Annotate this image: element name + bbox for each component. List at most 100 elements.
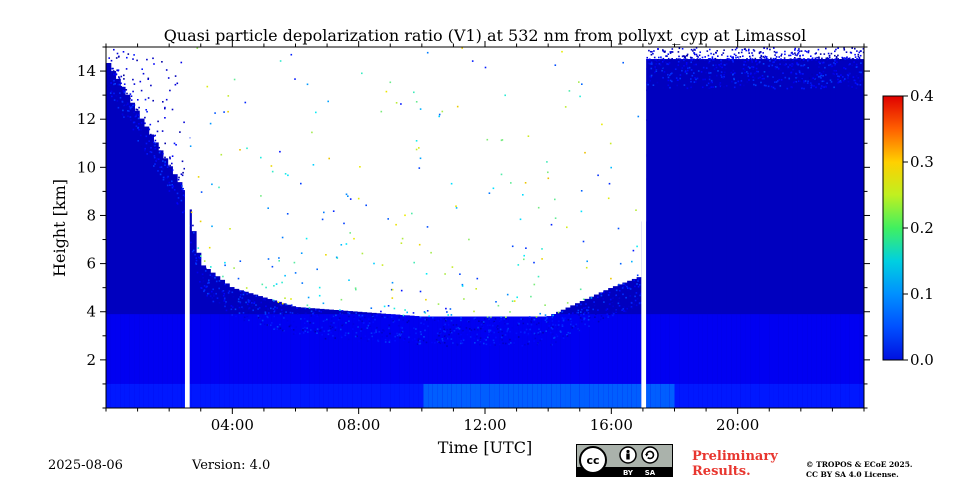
- surface-layer-cell: [167, 383, 173, 408]
- heatmap-speckle-point: [206, 294, 208, 297]
- heatmap-column: [783, 59, 789, 408]
- heatmap-column: [830, 59, 837, 408]
- heatmap-speckle-point: [402, 314, 405, 317]
- heatmap-column: [702, 59, 709, 408]
- heatmap-speckle-point: [223, 111, 225, 113]
- heatmap-speckle-point: [713, 68, 716, 70]
- heatmap-speckle-point: [152, 57, 154, 60]
- heatmap-speckle-point: [546, 161, 548, 163]
- heatmap-speckle-point: [855, 83, 858, 85]
- heatmap-speckle-point: [130, 106, 133, 108]
- heatmap-speckle-point: [845, 57, 848, 59]
- heatmap-speckle-point: [274, 306, 276, 308]
- boundary-layer-cell: [224, 314, 230, 408]
- heatmap-speckle-point: [340, 328, 342, 331]
- heatmap-speckle-point: [223, 299, 226, 301]
- heatmap-speckle-point: [691, 84, 693, 86]
- heatmap-speckle-point: [631, 283, 634, 285]
- heatmap-speckle-point: [651, 51, 653, 53]
- heatmap-speckle-point: [215, 292, 217, 295]
- heatmap-speckle-point: [437, 303, 440, 305]
- heatmap-speckle-point: [292, 333, 295, 335]
- heatmap-speckle-point: [828, 56, 831, 59]
- heatmap-speckle-point: [266, 324, 269, 326]
- heatmap-speckle-point: [398, 317, 400, 320]
- surface-layer-cell: [674, 383, 680, 408]
- heatmap-speckle-point: [740, 51, 743, 54]
- heatmap-speckle-point: [492, 324, 494, 327]
- heatmap-speckle-point: [147, 77, 150, 80]
- heatmap-speckle-point: [776, 66, 778, 69]
- heatmap-speckle-point: [715, 58, 717, 61]
- heatmap-speckle-point: [457, 333, 460, 335]
- surface-layer-cell: [797, 383, 804, 408]
- heatmap-speckle-point: [465, 332, 468, 335]
- surface-layer-cell: [816, 383, 822, 408]
- boundary-layer-cell: [541, 316, 548, 408]
- heatmap-speckle-point: [443, 335, 446, 338]
- boundary-layer-cell: [376, 314, 382, 408]
- heatmap-speckle-point: [634, 295, 636, 298]
- heatmap-speckle-point: [649, 58, 651, 61]
- heatmap-speckle-point: [349, 198, 352, 200]
- heatmap-speckle-point: [710, 79, 713, 82]
- heatmap-speckle-point: [255, 304, 257, 306]
- heatmap-speckle-point: [854, 47, 856, 50]
- heatmap-speckle-point: [115, 74, 117, 76]
- heatmap-speckle-point: [260, 321, 263, 324]
- heatmap-speckle-point: [754, 57, 757, 60]
- boundary-layer-cell: [764, 314, 770, 408]
- heatmap-speckle-point: [597, 174, 599, 177]
- heatmap-speckle-point: [153, 141, 155, 144]
- heatmap-speckle-point: [388, 327, 390, 330]
- surface-layer-cell: [546, 383, 552, 408]
- heatmap-speckle-point: [152, 144, 155, 147]
- heatmap-speckle-point: [169, 89, 171, 92]
- heatmap-speckle-point: [406, 311, 408, 314]
- heatmap-speckle-point: [701, 86, 704, 89]
- heatmap-speckle-point: [432, 318, 434, 320]
- heatmap-speckle-point: [646, 81, 648, 84]
- heatmap-speckle-point: [607, 314, 609, 317]
- heatmap-speckle-point: [469, 336, 472, 338]
- heatmap-speckle-point: [758, 52, 761, 55]
- heatmap-speckle-point: [383, 330, 385, 332]
- heatmap-speckle-point: [763, 84, 766, 87]
- heatmap-column: [764, 59, 770, 408]
- boundary-layer-cell: [394, 314, 401, 408]
- heatmap-speckle-point: [746, 71, 748, 73]
- heatmap-speckle-point: [617, 302, 620, 305]
- heatmap-speckle-point: [584, 311, 586, 314]
- heatmap-speckle-point: [371, 314, 373, 316]
- heatmap-speckle-point: [628, 287, 630, 290]
- heatmap-speckle-point: [837, 47, 839, 49]
- heatmap-speckle-point: [270, 165, 273, 167]
- heatmap-speckle-point: [844, 57, 847, 60]
- boundary-layer-cell: [612, 314, 619, 408]
- heatmap-speckle-point: [822, 75, 824, 77]
- heatmap-speckle-point: [663, 68, 665, 71]
- heatmap-speckle-point: [447, 314, 449, 316]
- data-gap: [184, 47, 190, 408]
- heatmap-speckle-point: [722, 77, 725, 79]
- heatmap-speckle-point: [360, 315, 362, 318]
- surface-layer-cell: [409, 383, 415, 408]
- heatmap-speckle-point: [396, 336, 399, 338]
- surface-layer-cell: [181, 383, 188, 408]
- heatmap-speckle-point: [684, 70, 687, 72]
- heatmap-speckle-point: [690, 86, 692, 89]
- heatmap-speckle-point: [765, 84, 767, 87]
- heatmap-speckle-point: [237, 300, 240, 303]
- heatmap-speckle-point: [833, 73, 836, 76]
- heatmap-speckle-point: [479, 340, 482, 343]
- heatmap-speckle-point: [360, 337, 362, 339]
- heatmap-speckle-point: [796, 76, 799, 79]
- heatmap-speckle-point: [424, 318, 426, 321]
- heatmap-speckle-point: [597, 320, 600, 323]
- surface-layer-cell: [124, 383, 131, 408]
- heatmap-speckle-point: [765, 56, 768, 58]
- heatmap-speckle-point: [777, 80, 779, 82]
- boundary-layer-cell: [290, 314, 297, 408]
- heatmap-speckle-point: [825, 57, 828, 60]
- heatmap-speckle-point: [687, 69, 689, 72]
